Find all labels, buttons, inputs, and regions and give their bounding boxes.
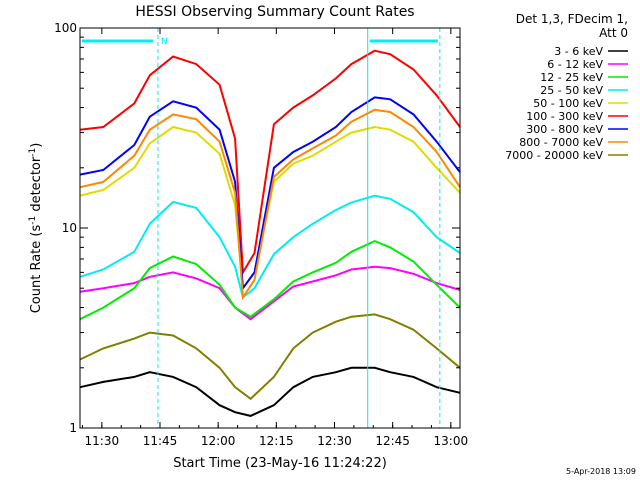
x-tick-label-3: 12:15: [259, 434, 294, 448]
series-line-5: [79, 49, 461, 276]
legend-header-line1: Det 1,3, FDecim 1,: [516, 12, 628, 26]
legend-label-0: 3 - 6 keV: [554, 45, 603, 58]
legend-label-5: 100 - 300 keV: [526, 110, 603, 123]
plot-frame: [79, 27, 461, 429]
legend-label-6: 300 - 800 keV: [526, 123, 603, 136]
x-axis-label: Start Time (23-May-16 11:24:22): [173, 456, 387, 471]
y-axis-label-end: ): [29, 143, 44, 148]
series-line-2: [79, 240, 461, 321]
y-tick-label-1: 10: [62, 221, 77, 235]
n-marker-label: N: [161, 37, 168, 47]
series-line-6: [79, 96, 461, 291]
plot-area: N: [79, 27, 461, 429]
y-axis-label-exp1: -1: [28, 216, 38, 225]
x-tick-label-4: 12:30: [317, 434, 352, 448]
series-line-7: [79, 108, 461, 301]
y-tick-label-2: 100: [54, 21, 77, 35]
series-layer: [79, 49, 461, 417]
chart-title: HESSI Observing Summary Count Rates: [135, 4, 414, 20]
y-axis: 1 10 100: [54, 21, 460, 435]
x-tick-label-6: 13:00: [434, 434, 469, 448]
x-tick-label-0: 11:30: [85, 434, 120, 448]
series-line-8: [79, 313, 461, 401]
x-tick-label-1: 11:45: [143, 434, 178, 448]
y-axis-label-mid: detector: [29, 156, 44, 216]
date-stamp: 5-Apr-2018 13:09: [566, 467, 636, 476]
legend-header-line2: Att 0: [599, 26, 628, 40]
series-line-1: [79, 265, 461, 321]
y-axis-label-main: Count Rate (s: [29, 225, 44, 314]
legend-label-8: 7000 - 20000 keV: [505, 149, 603, 162]
marker-layer: N: [82, 28, 441, 428]
legend-label-3: 25 - 50 keV: [540, 84, 603, 97]
legend-label-7: 800 - 7000 keV: [519, 136, 603, 149]
legend-label-1: 6 - 12 keV: [547, 58, 603, 71]
x-tick-label-5: 12:45: [375, 434, 410, 448]
y-axis-label-exp2: -1: [28, 148, 38, 157]
x-tick-label-2: 12:00: [201, 434, 236, 448]
series-line-0: [79, 366, 461, 417]
legend-label-2: 12 - 25 keV: [540, 71, 603, 84]
y-axis-label: Count Rate (s-1 detector-1): [28, 143, 44, 314]
series-line-3: [79, 194, 461, 300]
x-axis: 11:30 11:45 12:00 12:15 12:30 12:45 13:00: [81, 28, 469, 448]
y-tick-label-0: 1: [69, 421, 77, 435]
legend-label-4: 50 - 100 keV: [533, 97, 603, 110]
